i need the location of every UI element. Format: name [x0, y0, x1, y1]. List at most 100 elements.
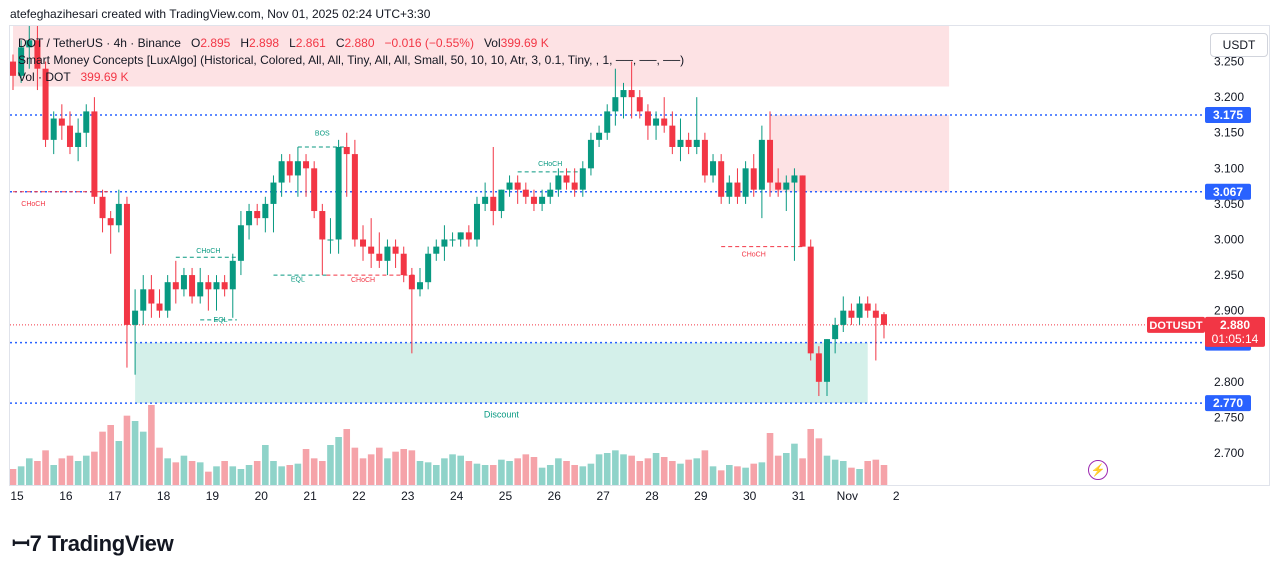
volume-bar	[302, 449, 310, 485]
candle-body	[758, 139, 765, 190]
volume-bar	[628, 455, 635, 485]
volume-bar	[546, 465, 554, 485]
volume-bar	[750, 463, 758, 485]
symbol-tag-label: DOTUSDT	[1149, 320, 1202, 332]
structure-label: CHoCH	[742, 252, 766, 259]
y-tick-label: 3.250	[1214, 55, 1244, 69]
volume-bar	[685, 459, 692, 485]
candle-body	[286, 161, 293, 176]
volume-bar	[514, 458, 521, 485]
volume-bar	[408, 450, 416, 485]
candle-body	[612, 97, 619, 112]
candle-body	[229, 260, 236, 290]
volume-bar	[856, 469, 863, 485]
volume-bar	[343, 429, 351, 485]
candle-body	[587, 139, 594, 169]
lightning-icon[interactable]: ⚡	[1088, 460, 1108, 480]
volume-bar	[864, 461, 871, 485]
x-tick-label: 30	[743, 489, 757, 503]
volume-bar	[872, 459, 880, 485]
volume-bar	[237, 469, 245, 485]
x-tick-label: Nov	[837, 489, 858, 503]
candle-body	[343, 146, 350, 155]
candle-body	[351, 154, 358, 240]
y-tick-label: 2.800	[1214, 375, 1244, 389]
candle-body	[123, 203, 130, 325]
candle-body	[514, 182, 521, 190]
volume-bar	[791, 443, 798, 485]
volume-bar	[709, 466, 717, 485]
volume-bar	[758, 462, 766, 485]
volume-bar	[172, 462, 180, 485]
volume-bar	[587, 463, 595, 485]
candle-body	[384, 246, 391, 261]
legend-vol-label: Vol	[483, 36, 501, 50]
candle-body	[799, 175, 806, 247]
volume-bar	[481, 465, 489, 485]
volume-bar	[82, 455, 90, 485]
volume-bar	[245, 465, 253, 485]
candle-body	[270, 182, 277, 204]
structure-label: CHoCH	[538, 161, 562, 168]
candle-body	[490, 196, 497, 212]
candle-body	[50, 118, 57, 140]
volume-bar	[571, 465, 578, 485]
candle-body	[539, 196, 546, 204]
volume-bar	[42, 450, 49, 485]
candle-body	[636, 97, 643, 112]
x-tick-label: 18	[157, 489, 171, 503]
candle-body	[465, 232, 472, 240]
x-tick-label: 26	[548, 489, 562, 503]
candle-body	[417, 282, 423, 290]
volume-bar	[74, 461, 82, 485]
candle-body	[864, 303, 871, 311]
candle-body	[205, 282, 212, 290]
candle-body	[408, 275, 415, 290]
volume-bar	[123, 415, 131, 485]
volume-bar	[465, 461, 473, 485]
volume-bar	[180, 455, 188, 485]
y-tick-label: 3.000	[1214, 232, 1244, 246]
volume-bar	[848, 467, 855, 485]
legend-open: 2.895	[200, 36, 231, 50]
candle-body	[66, 125, 73, 147]
volume-bar	[595, 454, 603, 485]
y-tick-label: 2.750	[1214, 410, 1244, 424]
volume-bar	[742, 467, 749, 485]
volume-bar	[783, 453, 790, 485]
volume-bar	[815, 438, 823, 485]
legend-symbol[interactable]: DOT / TetherUS · 4h · Binance	[18, 36, 181, 50]
volume-bar	[213, 466, 220, 485]
legend-close: 2.880	[344, 36, 375, 50]
x-tick-label: 19	[206, 489, 220, 503]
candle-body	[840, 310, 847, 325]
x-tick-label: 31	[792, 489, 806, 503]
candle-body	[58, 118, 65, 126]
volume-bar	[603, 453, 611, 485]
candle-body	[824, 339, 830, 382]
candle-body	[726, 182, 733, 197]
volume-bar	[139, 431, 147, 485]
level-tag	[1205, 106, 1251, 123]
volume-bar	[359, 458, 367, 485]
candle-body	[775, 182, 782, 190]
candle-body	[237, 225, 244, 261]
candle-body	[710, 161, 717, 176]
candle-body	[457, 232, 464, 240]
currency-button[interactable]: USDT	[1210, 33, 1268, 57]
price-tag	[1205, 316, 1265, 347]
structure-label: Discount	[484, 409, 520, 419]
y-tick-label: 3.100	[1214, 161, 1244, 175]
x-tick-label: 21	[303, 489, 317, 503]
volume-bar	[449, 454, 456, 485]
structure-label: CHoCH	[351, 277, 375, 284]
candle-body	[530, 196, 537, 204]
legend-volume-label[interactable]: Vol · DOT	[18, 70, 71, 84]
legend-high: 2.898	[249, 36, 280, 50]
candle-body	[644, 111, 651, 126]
candle-body	[661, 118, 668, 126]
legend-indicator[interactable]: Smart Money Concepts [LuxAlgo] (Historic…	[18, 53, 685, 67]
level-tag	[1205, 183, 1251, 200]
volume-bar	[286, 465, 294, 485]
